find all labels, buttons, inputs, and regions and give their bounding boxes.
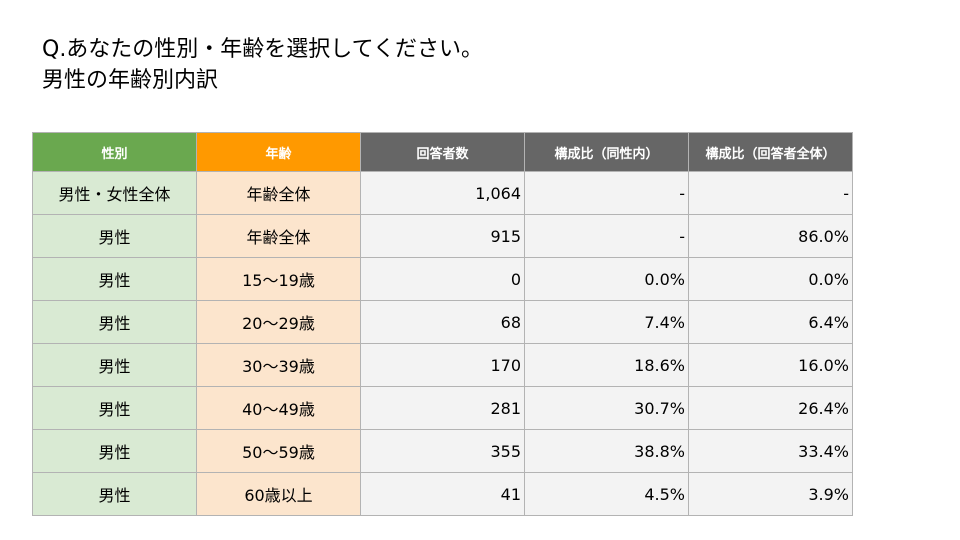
header-respondents: 回答者数 <box>360 132 525 172</box>
cell-respondents: 915 <box>360 214 525 258</box>
table-header-row: 性別 年齢 回答者数 構成比（同性内） 構成比（回答者全体） <box>32 132 853 172</box>
gender-age-table: 性別 年齢 回答者数 構成比（同性内） 構成比（回答者全体） 男性・女性全体 年… <box>32 132 853 516</box>
cell-ratio-within-gender: 4.5% <box>524 472 689 516</box>
cell-respondents: 68 <box>360 300 525 344</box>
cell-ratio-overall: 86.0% <box>688 214 853 258</box>
cell-age: 30～39歳 <box>196 343 361 387</box>
cell-ratio-overall: - <box>688 171 853 215</box>
cell-age: 20～29歳 <box>196 300 361 344</box>
cell-gender: 男性 <box>32 472 197 516</box>
cell-ratio-overall: 26.4% <box>688 386 853 430</box>
cell-gender: 男性 <box>32 386 197 430</box>
cell-respondents: 1,064 <box>360 171 525 215</box>
slide-title-block: Q.あなたの性別・年齢を選択してください。 男性の年齢別内訳 <box>42 34 483 96</box>
cell-ratio-within-gender: 18.6% <box>524 343 689 387</box>
cell-age: 50～59歳 <box>196 429 361 473</box>
table-row: 男性 年齢全体 915 - 86.0% <box>32 214 853 258</box>
cell-age: 年齢全体 <box>196 171 361 215</box>
cell-age: 60歳以上 <box>196 472 361 516</box>
cell-gender: 男性 <box>32 214 197 258</box>
cell-respondents: 41 <box>360 472 525 516</box>
header-ratio-within-gender: 構成比（同性内） <box>524 132 689 172</box>
cell-ratio-overall: 3.9% <box>688 472 853 516</box>
cell-respondents: 281 <box>360 386 525 430</box>
table-row: 男性 30～39歳 170 18.6% 16.0% <box>32 343 853 387</box>
table-row: 男性 50～59歳 355 38.8% 33.4% <box>32 429 853 473</box>
cell-ratio-overall: 6.4% <box>688 300 853 344</box>
cell-ratio-overall: 33.4% <box>688 429 853 473</box>
header-ratio-overall: 構成比（回答者全体） <box>688 132 853 172</box>
cell-gender: 男性 <box>32 429 197 473</box>
cell-ratio-overall: 16.0% <box>688 343 853 387</box>
cell-respondents: 0 <box>360 257 525 301</box>
cell-age: 15～19歳 <box>196 257 361 301</box>
table-row: 男性 60歳以上 41 4.5% 3.9% <box>32 472 853 516</box>
question-title: Q.あなたの性別・年齢を選択してください。 <box>42 37 483 62</box>
table-row: 男性 20～29歳 68 7.4% 6.4% <box>32 300 853 344</box>
cell-ratio-within-gender: 38.8% <box>524 429 689 473</box>
slide-subtitle: 男性の年齢別内訳 <box>42 68 219 93</box>
cell-ratio-within-gender: 0.0% <box>524 257 689 301</box>
cell-ratio-overall: 0.0% <box>688 257 853 301</box>
cell-ratio-within-gender: - <box>524 214 689 258</box>
cell-ratio-within-gender: 7.4% <box>524 300 689 344</box>
header-age: 年齢 <box>196 132 361 172</box>
cell-gender: 男性・女性全体 <box>32 171 197 215</box>
cell-respondents: 355 <box>360 429 525 473</box>
cell-gender: 男性 <box>32 257 197 301</box>
cell-respondents: 170 <box>360 343 525 387</box>
cell-age: 年齢全体 <box>196 214 361 258</box>
cell-ratio-within-gender: - <box>524 171 689 215</box>
cell-age: 40～49歳 <box>196 386 361 430</box>
table-row: 男性・女性全体 年齢全体 1,064 - - <box>32 171 853 215</box>
cell-gender: 男性 <box>32 343 197 387</box>
table-row: 男性 40～49歳 281 30.7% 26.4% <box>32 386 853 430</box>
cell-ratio-within-gender: 30.7% <box>524 386 689 430</box>
table-row: 男性 15～19歳 0 0.0% 0.0% <box>32 257 853 301</box>
header-gender: 性別 <box>32 132 197 172</box>
cell-gender: 男性 <box>32 300 197 344</box>
